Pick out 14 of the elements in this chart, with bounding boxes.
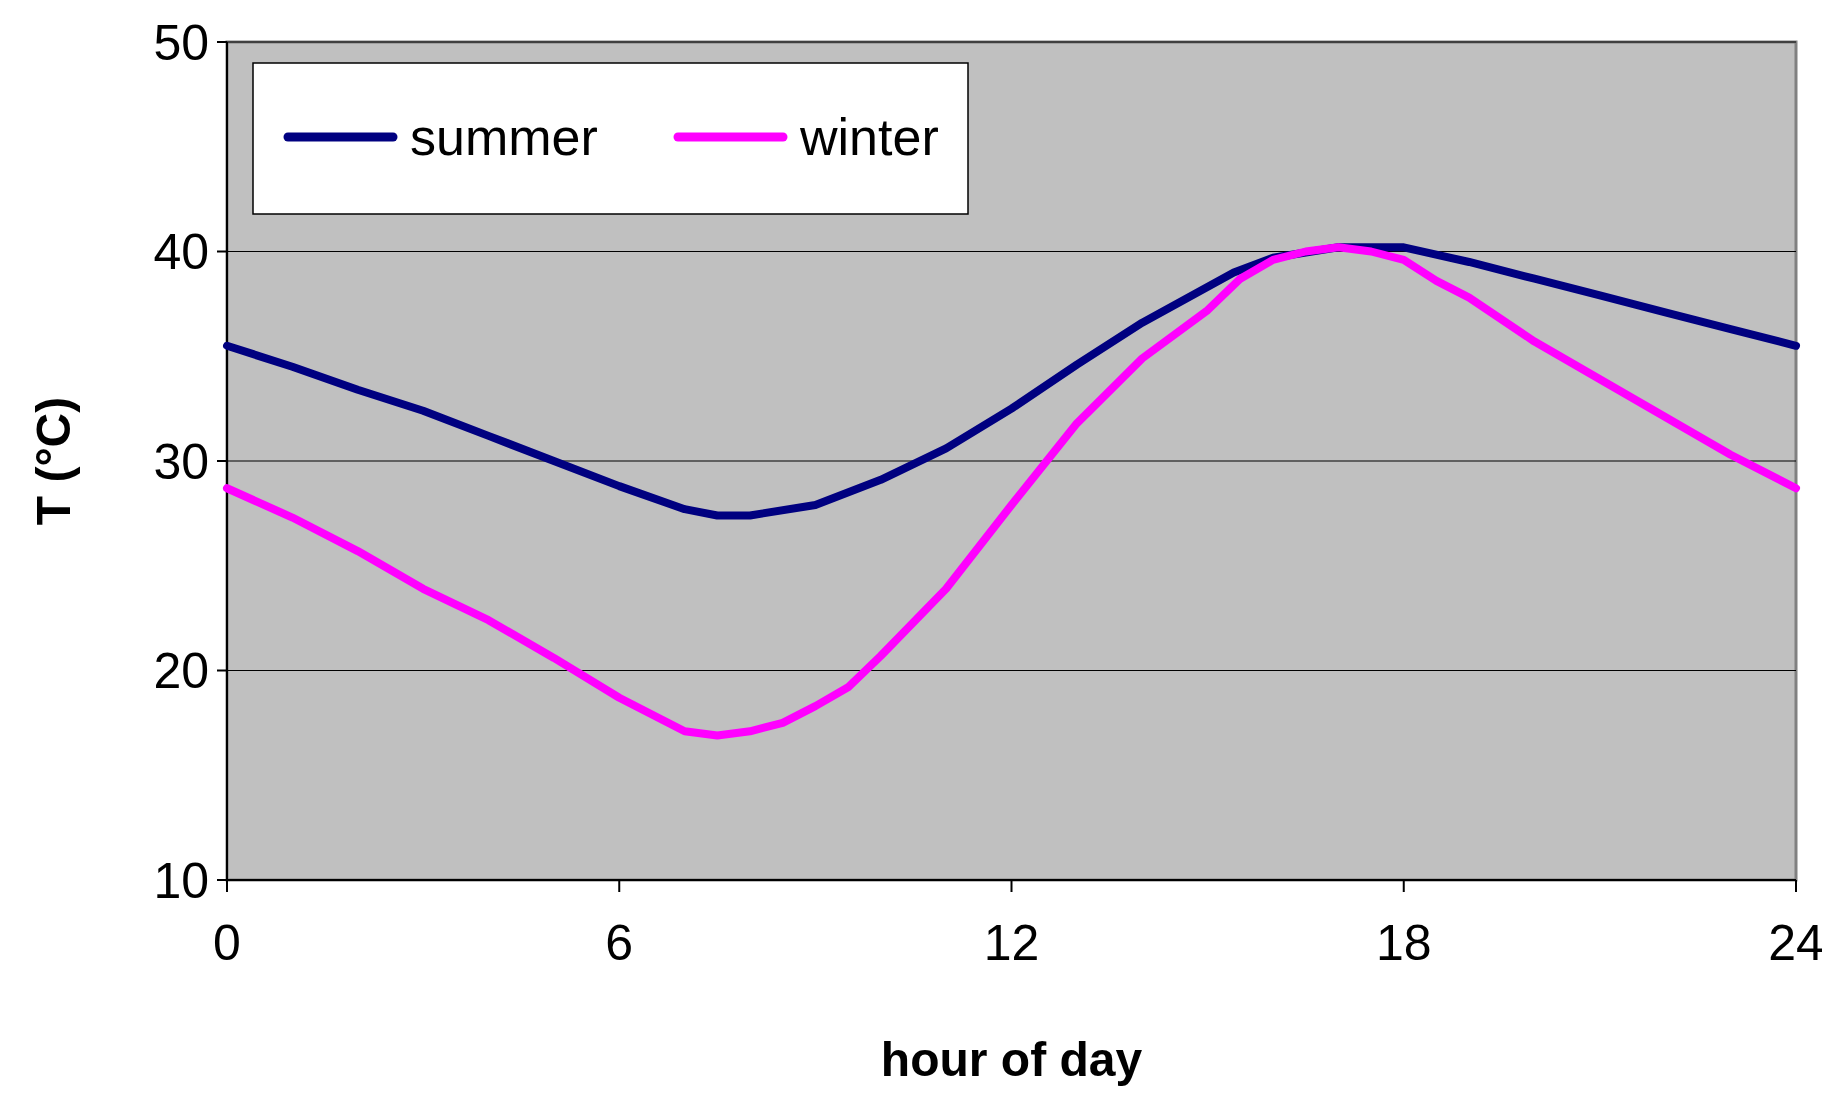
y-tick-label: 40: [153, 224, 209, 280]
x-tick-label: 18: [1375, 915, 1432, 971]
x-axis-title: hour of day: [880, 1033, 1143, 1086]
x-tick-label: 0: [213, 915, 241, 971]
x-tick-label: 6: [605, 915, 634, 971]
y-tick-label: 30: [153, 433, 209, 490]
x-tick-label: 12: [983, 915, 1040, 971]
legend-label: summer: [410, 108, 598, 167]
y-tick-label: 10: [153, 852, 209, 909]
y-tick-label: 20: [153, 643, 209, 699]
y-axis-title: T (°C): [27, 396, 80, 526]
y-tick-label: 50: [153, 14, 209, 71]
legend-label: winter: [799, 108, 939, 167]
x-tick-label: 24: [1768, 915, 1824, 971]
